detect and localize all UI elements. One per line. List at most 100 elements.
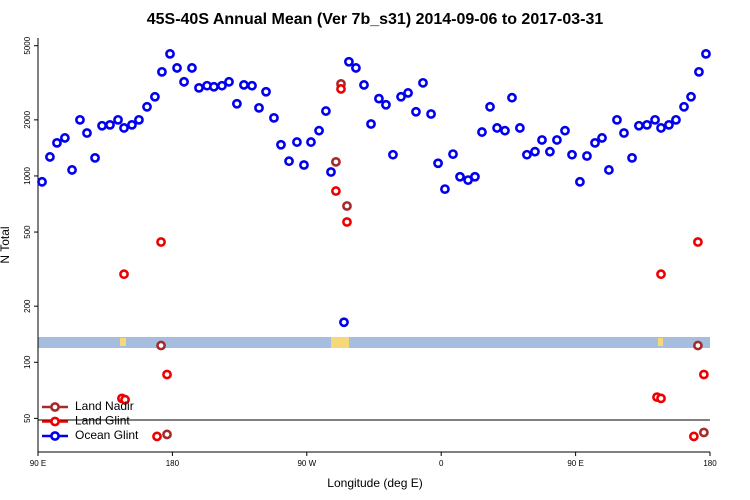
point [119,269,129,280]
x-axis-label: Longitude (deg E) [327,476,422,490]
point [120,394,130,405]
point [156,237,166,247]
point [426,109,436,119]
point [411,106,421,117]
point [582,151,592,161]
point [239,80,249,90]
legend-label: Ocean Glint [75,428,139,442]
x-tick-label: 90 E [30,459,46,468]
point [664,119,674,130]
point [194,82,204,93]
point [119,123,129,133]
point [485,101,495,112]
point [433,158,443,169]
band-patch [120,338,126,346]
point [152,431,162,442]
point [269,112,279,123]
point [157,66,167,77]
point [187,63,197,73]
point [679,101,689,112]
point [642,119,652,130]
point [545,146,555,157]
legend-label: Land Nadir [75,399,134,413]
point [388,149,398,160]
point [686,91,696,102]
point [522,149,532,160]
point [418,77,428,88]
y-tick-label: 5000 [23,36,32,54]
point [162,429,172,440]
point [321,106,331,116]
point [52,137,62,148]
point [344,56,354,67]
point [314,125,324,136]
point [693,237,703,247]
point [698,369,709,380]
legend-marker [50,431,60,441]
point [339,317,349,328]
x-tick-label: 90 W [297,459,316,468]
point [217,80,227,91]
point [306,137,316,147]
chart-title: 45S-40S Annual Mean (Ver 7b_s31) 2014-09… [147,11,604,28]
point [694,66,704,77]
point [366,119,376,129]
point [342,201,352,211]
point [567,149,577,160]
point [209,81,219,92]
point [284,156,294,167]
point [82,128,92,138]
legend-label: Land Glint [75,414,130,428]
point [560,125,570,136]
point [45,152,55,162]
y-tick-label: 50 [23,413,32,422]
point [299,160,309,170]
point [477,127,487,137]
point [698,427,709,438]
y-tick-label: 1000 [23,167,32,185]
x-tick-label: 180 [703,459,717,468]
y-tick-label: 2000 [23,110,32,128]
point [656,393,666,404]
point [634,120,644,131]
point [276,139,286,150]
point [261,86,271,97]
point [292,137,302,147]
legend-marker [50,416,60,427]
point [59,133,70,143]
point [75,114,85,125]
point [254,102,264,113]
point [336,84,346,94]
point [403,88,413,98]
point [172,63,182,73]
point [693,340,703,351]
point [530,146,540,157]
point [688,431,699,442]
legend-marker [50,402,60,412]
point [113,114,123,125]
point [507,92,517,103]
y-tick-label: 100 [23,355,32,369]
point [597,133,607,143]
point [331,186,341,196]
point [500,125,510,136]
point [537,135,547,145]
point [455,171,465,182]
point [179,76,189,87]
point [448,149,458,160]
point [156,340,166,351]
band [38,337,710,348]
y-tick-label: 200 [23,299,32,313]
y-tick-label: 500 [23,225,32,239]
point [575,176,585,187]
point [612,114,622,125]
point [331,156,341,167]
point [492,123,502,133]
point [90,152,100,163]
point [37,176,47,187]
point [381,99,391,110]
point [671,114,681,125]
y-axis-label: N Total [0,226,12,263]
point [150,91,160,102]
